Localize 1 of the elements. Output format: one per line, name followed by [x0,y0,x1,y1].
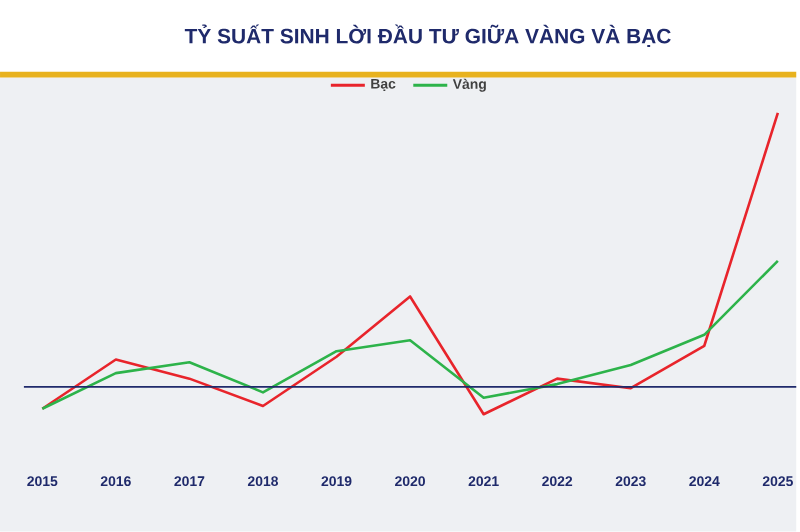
chart-title: TỶ SUẤT SINH LỜI ĐẦU TƯ GIỮA VÀNG VÀ BẠC [184,24,671,48]
